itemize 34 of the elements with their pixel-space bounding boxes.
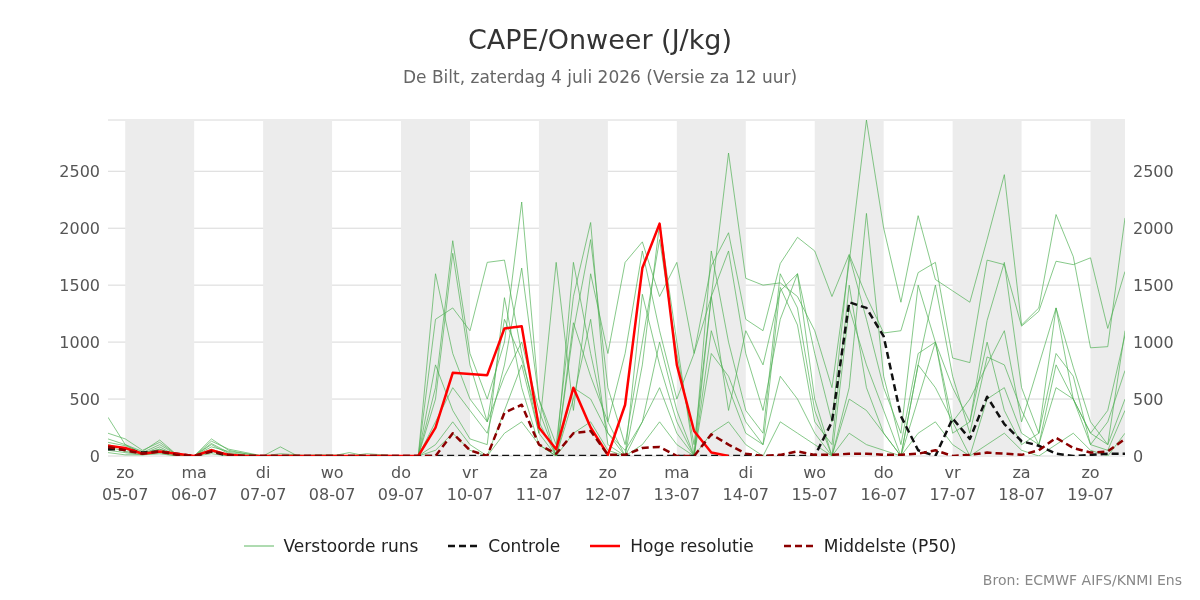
y-tick-label: 1500: [59, 275, 100, 295]
x-tick-label: vr 10-07: [446, 463, 494, 504]
y2-tick-label: 500: [1133, 389, 1164, 409]
y2-tick-label: 2000: [1133, 218, 1174, 238]
x-tick-label: ma 13-07: [653, 463, 701, 504]
y-tick-label: 2500: [59, 161, 100, 181]
legend-label: Controle: [488, 536, 561, 556]
x-tick-label: ma 06-07: [170, 463, 218, 504]
y2-tick-label: 1500: [1133, 275, 1174, 295]
legend-label: Verstoorde runs: [283, 536, 419, 556]
chart-title: CAPE/Onweer (J/kg): [467, 23, 733, 55]
x-tick-label: zo 05-07: [101, 463, 149, 504]
text: Bron: ECMWF AIFS/KNMI Ens: [982, 572, 1182, 588]
x-tick-label: zo 12-07: [584, 463, 632, 504]
legend-label: Hoge resolutie: [630, 536, 754, 556]
y-tick-label: 500: [69, 389, 100, 409]
x-tick-label: di 14-07: [722, 463, 770, 504]
x-tick-label: do 09-07: [377, 463, 425, 504]
legend-label: Middelste (P50): [823, 536, 957, 556]
x-tick-label: do 16-07: [860, 463, 907, 504]
y2-tick-label: 2500: [1133, 161, 1174, 181]
y-tick-label: 1000: [59, 332, 100, 352]
chart-subtitle: De Bilt, zaterdag 4 juli 2026 (Versie za 12 uur): [401, 67, 799, 87]
y2-tick-label: 1000: [1133, 332, 1174, 352]
y-tick-label: 2000: [59, 218, 100, 238]
x-tick-label: za 18-07: [998, 463, 1045, 504]
x-tick-label: wo 15-07: [791, 463, 838, 504]
x-tick-label: vr 17-07: [929, 463, 976, 504]
x-tick-label: zo 19-07: [1067, 463, 1114, 504]
y-tick-label: 0: [89, 446, 100, 466]
x-tick-label: za 11-07: [515, 463, 563, 504]
x-tick-label: wo 08-07: [308, 463, 356, 504]
x-tick-label: di 07-07: [239, 463, 287, 504]
y2-tick-label: 0: [1133, 446, 1144, 466]
